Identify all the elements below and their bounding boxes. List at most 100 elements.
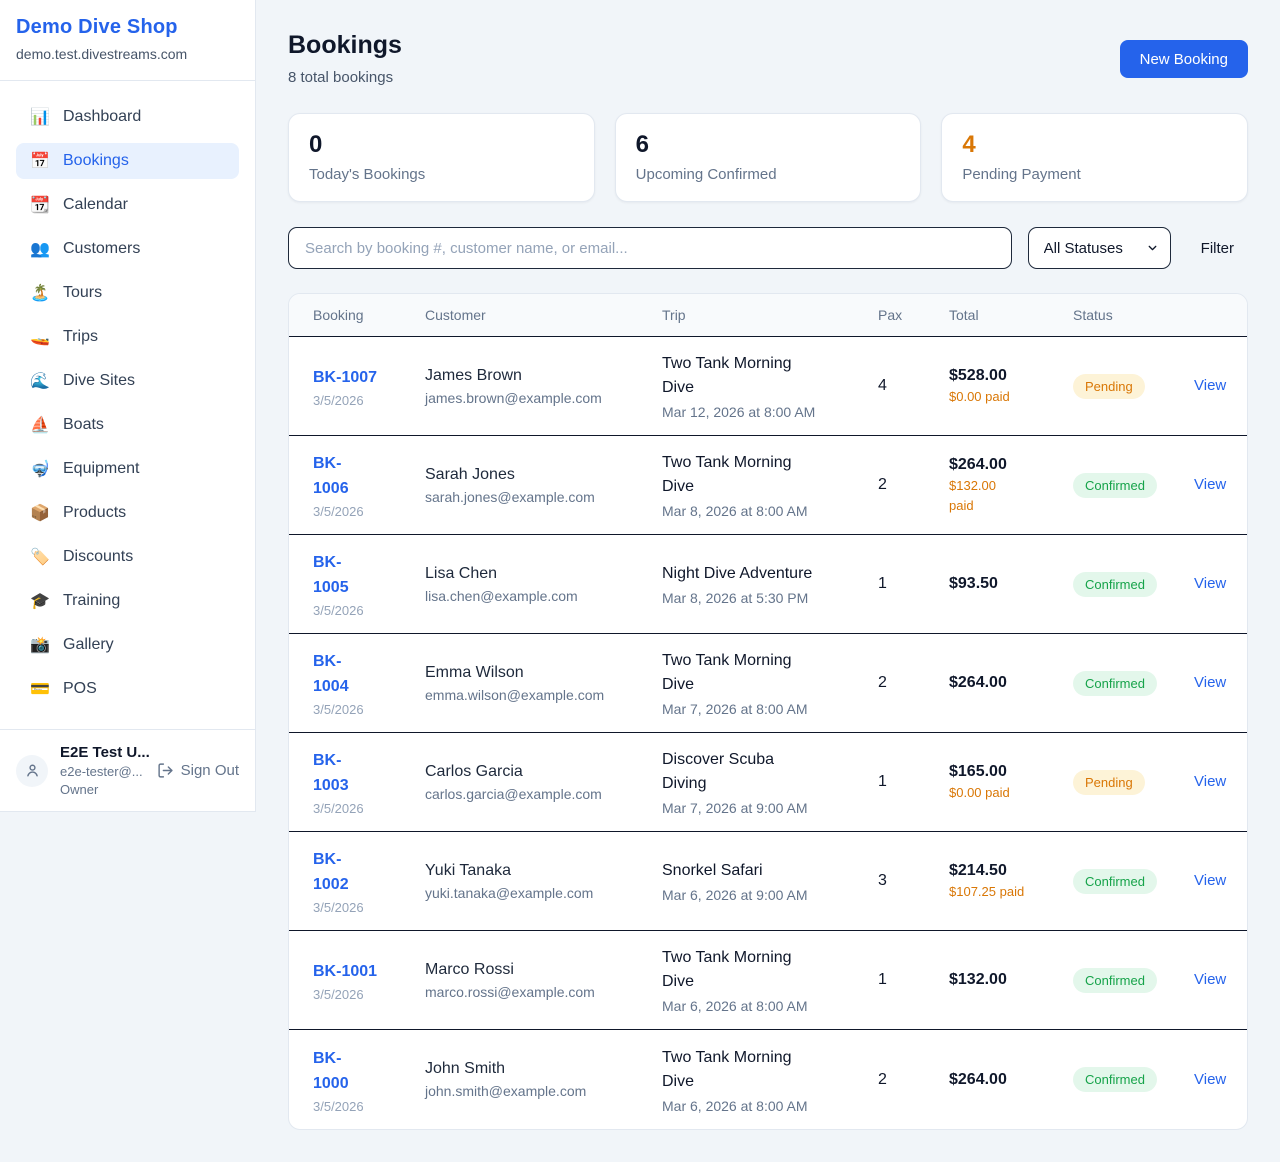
trip-name: Two Tank Morning Dive [662,949,792,990]
sign-out-button[interactable]: Sign Out [157,762,239,779]
sidebar-item-products[interactable]: 📦 Products [16,495,239,531]
sidebar-item-boats[interactable]: ⛵ Boats [16,407,239,443]
wave-icon: 🌊 [30,373,50,390]
total-amount: $93.50 [949,575,998,592]
booking-id-link[interactable]: BK- 1004 [313,653,349,695]
table-row: BK- 1002 3/5/2026 Yuki Tanaka yuki.tanaka… [289,832,1247,931]
sidebar-item-dive-sites[interactable]: 🌊 Dive Sites [16,363,239,399]
trip-cell: Two Tank Morning Dive Mar 6, 2026 at 8:00… [662,1046,878,1114]
view-link[interactable]: View [1194,971,1227,988]
view-link[interactable]: View [1194,377,1227,394]
sidebar-item-discounts[interactable]: 🏷️ Discounts [16,539,239,575]
view-link[interactable]: View [1194,575,1227,592]
stat-card-today-s-bookings: 0 Today's Bookings [288,113,595,202]
pax-value: 1 [878,773,887,790]
customer-cell: Emma Wilson emma.wilson@example.com [425,664,662,703]
stat-value: 0 [309,131,323,158]
sidebar-item-pos[interactable]: 💳 POS [16,671,239,707]
status-badge: Confirmed [1073,571,1157,597]
sidebar-item-bookings[interactable]: 📅 Bookings [16,143,239,179]
stats-cards: 0 Today's Bookings 6 Upcoming Confirmed … [288,113,1248,202]
customer-cell: John Smith john.smith@example.com [425,1060,662,1099]
sidebar-item-label: Boats [63,416,104,433]
booking-id-link[interactable]: BK-1001 [313,962,378,980]
booking-id-link[interactable]: BK- 1000 [313,1049,349,1092]
people-icon: 👥 [30,241,50,258]
sidebar-item-training[interactable]: 🎓 Training [16,583,239,619]
view-link[interactable]: View [1194,476,1227,493]
view-link[interactable]: View [1194,872,1227,889]
view-link[interactable]: View [1194,773,1227,790]
status-filter-select[interactable]: All Statuses [1027,227,1171,269]
trip-datetime: Mar 8, 2026 at 5:30 PM [662,590,809,606]
sailboat-icon: ⛵ [30,417,50,434]
view-link[interactable]: View [1194,1070,1227,1088]
pax-value: 1 [878,575,887,592]
search-input[interactable] [288,227,1012,269]
sidebar-nav: 📊 Dashboard 📅 Bookings 📆 Calendar 👥 Cust… [0,81,255,729]
total-cell: $264.00 [949,1071,1073,1089]
booking-id-link[interactable]: BK- 1002 [313,851,349,893]
stat-value: 6 [635,131,650,158]
sidebar-item-tours[interactable]: 🏝️ Tours [16,275,239,311]
paid-amount: $132.00 paid [949,478,996,513]
booking-date: 3/5/2026 [313,986,364,1002]
brand-domain: demo.test.divestreams.com [16,46,188,62]
table-row: BK- 1003 3/5/2026 Carlos Garcia carlos.ga… [289,733,1247,832]
booking-id-link[interactable]: BK- 1006 [313,455,349,497]
filter-button[interactable]: Filter [1187,240,1248,257]
table-row: BK- 1005 3/5/2026 Lisa Chen lisa.chen@exa… [289,535,1247,634]
total-amount: $264.00 [949,674,1007,691]
graduation-cap-icon: 🎓 [30,593,50,610]
customer-name: Sarah Jones [425,465,515,483]
pax-value: 2 [878,674,887,691]
status-badge: Confirmed [1073,868,1157,894]
trip-cell: Snorkel Safari Mar 6, 2026 at 9:00 AM [662,859,878,903]
trip-cell: Two Tank Morning Dive Mar 12, 2026 at 8:0… [662,352,878,420]
table-body: BK-1007 3/5/2026 James Brown james.brown… [289,337,1247,1129]
sidebar-item-customers[interactable]: 👥 Customers [16,231,239,267]
brand-name: Demo Dive Shop [16,16,178,38]
booking-cell: BK-1001 3/5/2026 [313,959,425,1002]
sidebar-item-gallery[interactable]: 📸 Gallery [16,627,239,663]
stat-card-upcoming-confirmed: 6 Upcoming Confirmed [614,113,922,202]
status-cell: Confirmed [1073,670,1194,696]
booking-cell: BK- 1004 3/5/2026 [313,649,425,717]
total-cell: $264.00 $132.00 paid [949,456,1073,514]
actions-cell: View [1194,872,1226,890]
status-cell: Confirmed [1073,967,1194,993]
diving-mask-icon: 🤿 [30,461,50,478]
view-link[interactable]: View [1194,674,1227,691]
booking-cell: BK- 1002 3/5/2026 [313,847,425,915]
customer-email: carlos.garcia@example.com [425,785,602,802]
sidebar-item-label: Training [63,592,121,609]
column-header-trip: Trip [662,307,686,323]
sidebar-item-dashboard[interactable]: 📊 Dashboard [16,99,239,135]
customer-cell: Marco Rossi marco.rossi@example.com [425,961,662,1000]
sidebar-item-calendar[interactable]: 📆 Calendar [16,187,239,223]
sidebar-item-equipment[interactable]: 🤿 Equipment [16,451,239,487]
actions-cell: View [1194,476,1226,494]
stat-card-pending-payment: 4 Pending Payment [941,113,1248,202]
customer-name: Marco Rossi [425,960,514,978]
customer-cell: Yuki Tanaka yuki.tanaka@example.com [425,862,662,901]
sidebar-item-trips[interactable]: 🚤 Trips [16,319,239,355]
sidebar-item-label: Equipment [63,460,140,477]
trip-name: Two Tank Morning Dive [662,355,792,396]
booking-id-link[interactable]: BK- 1003 [313,752,349,794]
trip-cell: Discover Scuba Diving Mar 7, 2026 at 9:00… [662,748,878,816]
booking-id-link[interactable]: BK-1007 [313,368,378,386]
camera-icon: 📸 [30,637,50,654]
customer-name: James Brown [425,366,522,384]
speedboat-icon: 🚤 [30,329,50,346]
booking-cell: BK- 1000 3/5/2026 [313,1046,425,1114]
trip-datetime: Mar 6, 2026 at 9:00 AM [662,887,808,903]
status-badge: Pending [1073,769,1145,795]
booking-cell: BK- 1005 3/5/2026 [313,550,425,618]
column-header-booking: Booking [313,307,364,323]
trip-datetime: Mar 7, 2026 at 8:00 AM [662,701,808,717]
paid-amount: $107.25 paid [949,884,1025,899]
sidebar-item-label: Dashboard [63,108,142,125]
booking-id-link[interactable]: BK- 1005 [313,554,349,596]
new-booking-button[interactable]: New Booking [1119,40,1248,78]
